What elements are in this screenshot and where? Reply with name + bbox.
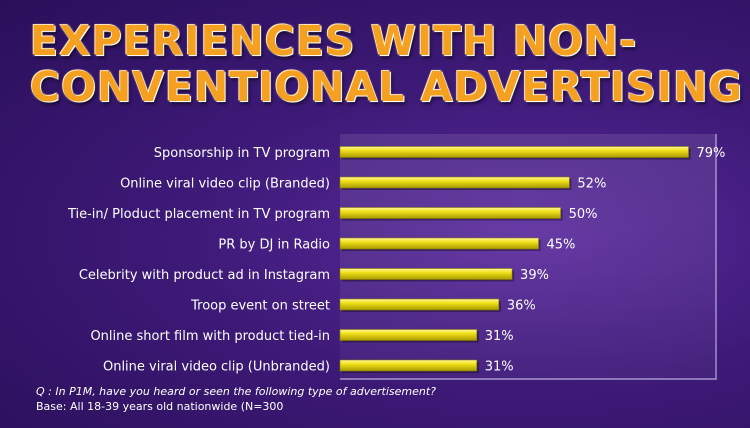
bar <box>339 268 513 280</box>
category-label: Celebrity with product ad in Instagram <box>79 268 330 283</box>
category-label: PR by DJ in Radio <box>218 238 330 253</box>
bar <box>339 207 561 219</box>
value-label: 50% <box>569 207 598 222</box>
value-label: 36% <box>507 299 536 314</box>
value-label: 52% <box>577 177 606 192</box>
bar <box>339 176 570 189</box>
value-label: 31% <box>485 360 514 375</box>
category-label: Online viral video clip (Branded) <box>120 177 330 192</box>
bar <box>339 237 539 250</box>
value-label: 39% <box>520 268 549 283</box>
category-label: Tie-in/ Ploduct placement in TV program <box>67 207 330 222</box>
value-label: 45% <box>547 238 576 253</box>
bar <box>339 329 478 341</box>
category-label: Online viral video clip (Unbranded) <box>103 360 330 375</box>
category-label: Troop event on street <box>190 299 330 314</box>
bar <box>339 298 500 311</box>
category-label: Online short film with product tied-in <box>90 329 330 344</box>
footnote-base: Base: All 18-39 years old nationwide (N=… <box>36 400 284 413</box>
chart-footnote: Q : In P1M, have you heard or seen the f… <box>36 384 436 414</box>
bar <box>339 146 689 158</box>
category-label: Sponsorship in TV program <box>154 146 330 161</box>
bar <box>339 359 478 372</box>
footnote-question: Q : In P1M, have you heard or seen the f… <box>36 385 437 398</box>
chart-title: EXPERIENCES WITH NON- CONVENTIONAL ADVER… <box>30 18 743 110</box>
value-label: 79% <box>697 146 726 161</box>
chart-title-line-1: EXPERIENCES WITH NON- <box>30 17 638 65</box>
chart-title-line-2: CONVENTIONAL ADVERTISING <box>30 63 744 111</box>
value-label: 31% <box>485 329 514 344</box>
